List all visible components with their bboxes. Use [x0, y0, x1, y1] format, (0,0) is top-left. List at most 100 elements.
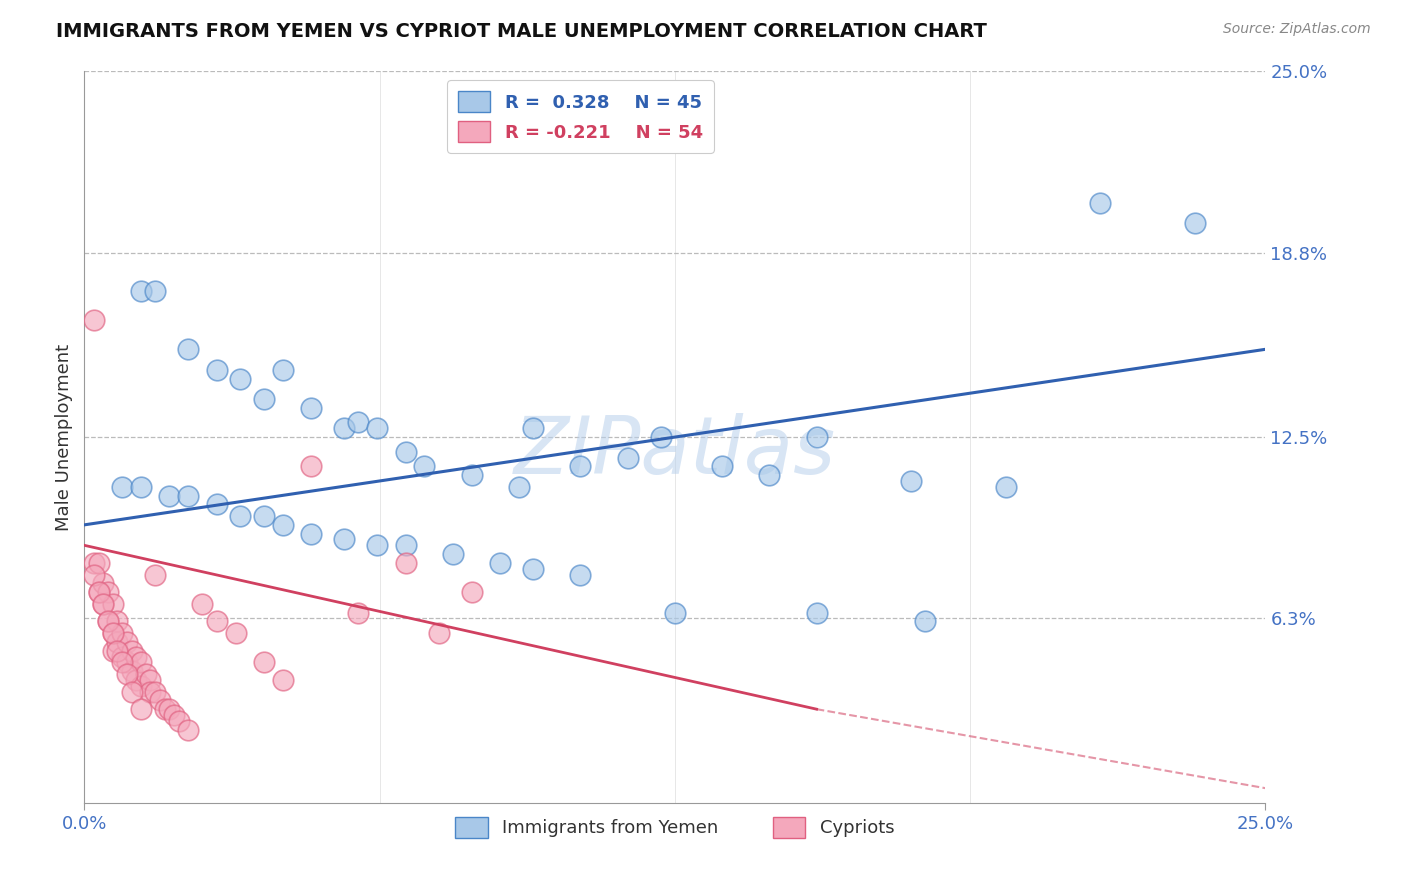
Point — [205, 497, 228, 511]
Point — [461, 468, 484, 483]
Point — [115, 635, 138, 649]
Point — [522, 421, 544, 435]
Point — [143, 567, 166, 582]
Point — [157, 489, 180, 503]
Point — [394, 538, 416, 552]
Point — [569, 567, 592, 582]
Point — [191, 597, 214, 611]
Point — [177, 489, 200, 503]
Point — [205, 363, 228, 377]
Point — [427, 626, 450, 640]
Point — [135, 667, 157, 681]
Point — [664, 606, 686, 620]
Point — [91, 576, 114, 591]
Point — [229, 371, 252, 385]
Point — [107, 615, 129, 629]
Point — [347, 606, 370, 620]
Point — [129, 480, 152, 494]
Point — [994, 480, 1017, 494]
Point — [91, 597, 114, 611]
Point — [139, 673, 162, 687]
Point — [115, 667, 138, 681]
Point — [711, 459, 734, 474]
Point — [83, 556, 105, 570]
Point — [253, 392, 276, 406]
Point — [97, 615, 120, 629]
Point — [650, 430, 672, 444]
Point — [97, 615, 120, 629]
Point — [125, 649, 148, 664]
Point — [299, 526, 322, 541]
Point — [97, 585, 120, 599]
Point — [299, 459, 322, 474]
Point — [177, 723, 200, 737]
Point — [153, 702, 176, 716]
Point — [1088, 196, 1111, 211]
Point — [616, 450, 638, 465]
Point — [125, 673, 148, 687]
Point — [163, 708, 186, 723]
Point — [461, 585, 484, 599]
Point — [87, 585, 110, 599]
Point — [253, 656, 276, 670]
Point — [101, 597, 124, 611]
Point — [87, 556, 110, 570]
Point — [111, 480, 134, 494]
Point — [129, 702, 152, 716]
Point — [143, 684, 166, 698]
Point — [394, 556, 416, 570]
Point — [299, 401, 322, 415]
Point — [121, 643, 143, 657]
Point — [413, 459, 436, 474]
Point — [107, 643, 129, 657]
Point — [271, 673, 294, 687]
Point — [366, 538, 388, 552]
Point — [111, 626, 134, 640]
Point — [157, 702, 180, 716]
Point — [900, 474, 922, 488]
Point — [569, 459, 592, 474]
Point — [129, 284, 152, 298]
Point — [101, 626, 124, 640]
Legend: Immigrants from Yemen, Cypriots: Immigrants from Yemen, Cypriots — [449, 810, 901, 845]
Point — [205, 615, 228, 629]
Point — [107, 635, 129, 649]
Point — [101, 626, 124, 640]
Point — [111, 649, 134, 664]
Point — [83, 313, 105, 327]
Point — [253, 509, 276, 524]
Point — [149, 693, 172, 707]
Point — [394, 444, 416, 458]
Point — [271, 363, 294, 377]
Point — [121, 664, 143, 678]
Point — [347, 416, 370, 430]
Point — [366, 421, 388, 435]
Point — [111, 656, 134, 670]
Point — [333, 533, 356, 547]
Point — [914, 615, 936, 629]
Point — [508, 480, 530, 494]
Y-axis label: Male Unemployment: Male Unemployment — [55, 343, 73, 531]
Text: Source: ZipAtlas.com: Source: ZipAtlas.com — [1223, 22, 1371, 37]
Point — [167, 714, 190, 728]
Text: IMMIGRANTS FROM YEMEN VS CYPRIOT MALE UNEMPLOYMENT CORRELATION CHART: IMMIGRANTS FROM YEMEN VS CYPRIOT MALE UN… — [56, 22, 987, 41]
Point — [271, 517, 294, 532]
Point — [758, 468, 780, 483]
Point — [441, 547, 464, 561]
Point — [806, 430, 828, 444]
Point — [225, 626, 247, 640]
Point — [101, 643, 124, 657]
Point — [139, 684, 162, 698]
Point — [806, 606, 828, 620]
Point — [143, 284, 166, 298]
Point — [87, 585, 110, 599]
Point — [83, 567, 105, 582]
Point — [115, 656, 138, 670]
Point — [229, 509, 252, 524]
Point — [121, 684, 143, 698]
Point — [522, 562, 544, 576]
Point — [91, 597, 114, 611]
Point — [177, 343, 200, 357]
Point — [489, 556, 512, 570]
Text: ZIPatlas: ZIPatlas — [513, 413, 837, 491]
